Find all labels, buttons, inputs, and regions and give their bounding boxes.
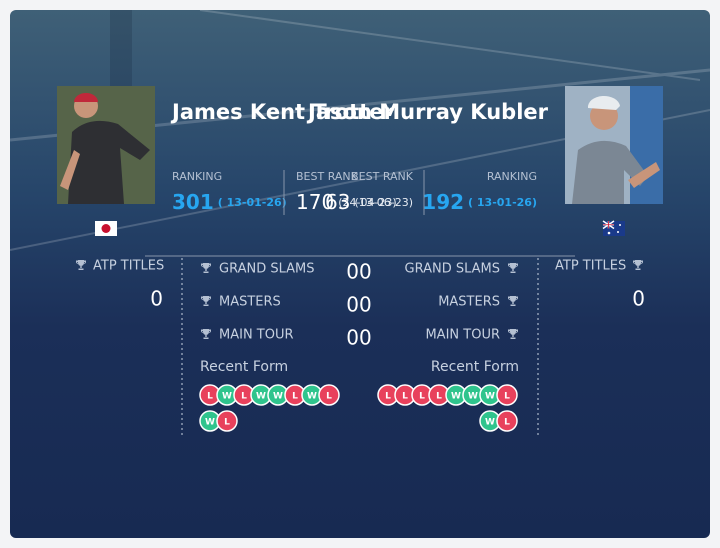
form-badge <box>496 410 518 432</box>
masters: 0 <box>359 293 372 317</box>
ranking-date: ( 13-01-26) <box>218 196 287 209</box>
grand-slams: 0 <box>359 260 372 284</box>
form-result: W <box>485 392 495 402</box>
player-name: Jason Murray Kubler <box>306 100 549 124</box>
form-result: L <box>224 418 230 428</box>
form-result: L <box>504 418 510 428</box>
ranking-value: 301 <box>172 190 214 214</box>
flag-japan <box>95 221 117 236</box>
form-result: L <box>207 392 213 402</box>
best-rank: 170 (24-04-23) <box>296 190 397 214</box>
masters-label: MASTERS <box>438 295 500 310</box>
masters-label: MASTERS <box>219 295 281 310</box>
main-tour: 0 <box>346 326 359 350</box>
form-result: W <box>273 392 283 402</box>
form-result: L <box>385 392 391 402</box>
atp-titles: 0 <box>632 287 645 311</box>
ranking: 192 ( 13-01-26) <box>422 190 537 214</box>
ranking-date: ( 13-01-26) <box>468 196 537 209</box>
best-rank-label: BEST RANK <box>296 170 359 183</box>
best-rank-value: 170 <box>296 190 334 214</box>
form-result: W <box>222 392 232 402</box>
ranking-label: RANKING <box>487 170 537 183</box>
grand-slams-label: GRAND SLAMS <box>405 262 501 277</box>
form-result: W <box>485 418 495 428</box>
player-photo <box>57 86 155 204</box>
form-result: W <box>307 392 317 402</box>
form-result: L <box>436 392 442 402</box>
ranking: 301 ( 13-01-26) <box>172 190 287 214</box>
main-tour-label: MAIN TOUR <box>219 328 294 343</box>
flag-australia <box>602 220 625 236</box>
best-rank-date: (24-04-23) <box>338 196 397 209</box>
form-result: L <box>419 392 425 402</box>
form-result: L <box>504 392 510 402</box>
form-badge <box>216 410 238 432</box>
card-background <box>10 10 710 538</box>
form-result: L <box>292 392 298 402</box>
ranking-value: 192 <box>422 190 464 214</box>
masters: 0 <box>346 293 359 317</box>
best-rank-value: 63 <box>325 190 350 214</box>
recent-form-label: Recent Form <box>431 359 519 375</box>
main-tour-label: MAIN TOUR <box>425 328 500 343</box>
recent-form-label: Recent Form <box>200 359 288 375</box>
atp-titles-label: ATP TITLES <box>93 259 164 274</box>
best-rank: 63 (13-06-23) <box>325 190 413 214</box>
grand-slams-label: GRAND SLAMS <box>219 262 315 277</box>
form-result: L <box>241 392 247 402</box>
best-rank-date: (13-06-23) <box>354 196 413 209</box>
form-result: W <box>205 418 215 428</box>
form-result: W <box>256 392 266 402</box>
ranking-label: RANKING <box>172 170 222 183</box>
form-badge <box>318 384 340 406</box>
player-name: James Kent Trotter <box>170 100 394 124</box>
atp-titles: 0 <box>150 287 163 311</box>
form-result: W <box>468 392 478 402</box>
grand-slams: 0 <box>346 260 359 284</box>
form-result: L <box>326 392 332 402</box>
player-photo <box>565 86 663 204</box>
main-tour: 0 <box>359 326 372 350</box>
atp-titles-label: ATP TITLES <box>555 259 626 274</box>
form-badge <box>496 384 518 406</box>
recent-form: L W L W W L W LW LL L L L W W W LW L <box>199 384 518 432</box>
best-rank-label: BEST RANK <box>351 170 414 183</box>
form-result: L <box>402 392 408 402</box>
form-result: W <box>451 392 461 402</box>
